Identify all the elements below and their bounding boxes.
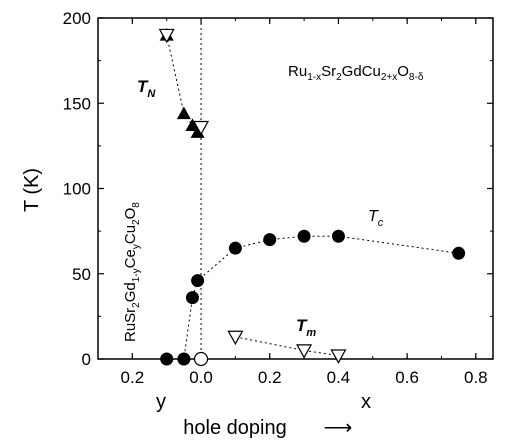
x-tick-label: 0.8 bbox=[464, 368, 488, 387]
x-tick-label: 0.0 bbox=[189, 368, 213, 387]
x-axis-right-label: x bbox=[361, 391, 371, 413]
axis-ticks: 0.2 0.0 0.2 0.4 0.6 0.8 0 50 100 150 200 bbox=[63, 9, 493, 387]
tm-series-label: Tm bbox=[296, 316, 316, 339]
tc-connector bbox=[166, 235, 459, 360]
y-tick-label: 150 bbox=[63, 94, 91, 113]
tn-series-label: TN bbox=[137, 77, 156, 100]
open-triangle-data-point bbox=[330, 349, 347, 364]
tc-data-point bbox=[191, 274, 205, 288]
tc-data-point bbox=[185, 291, 199, 305]
tc-open-data-point bbox=[193, 351, 209, 367]
x-axis-arrow: ⟶ bbox=[324, 417, 353, 439]
y-tick-label: 50 bbox=[72, 265, 91, 284]
y-tick-label: 0 bbox=[82, 350, 91, 369]
tm-connector bbox=[235, 336, 339, 357]
tc-data-point bbox=[331, 229, 345, 243]
x-tick-label: 0.6 bbox=[395, 368, 419, 387]
tc-data-point bbox=[297, 229, 311, 243]
tc-data-point bbox=[160, 352, 174, 366]
left-compound-formula: RuSr2Gd1-yCeyCu2O8 bbox=[122, 202, 142, 342]
x-axis-title: hole doping bbox=[183, 417, 286, 439]
y-tick-label: 200 bbox=[63, 9, 91, 28]
tn-filled-data-point bbox=[185, 118, 200, 132]
open-triangle-data-point bbox=[193, 120, 210, 136]
tc-data-point bbox=[263, 233, 277, 247]
y-tick-label: 100 bbox=[63, 180, 91, 199]
series-markers bbox=[158, 28, 466, 367]
open-triangle-data-point bbox=[227, 330, 244, 346]
tc-data-point bbox=[177, 352, 191, 366]
tc-data-point bbox=[452, 246, 466, 260]
tc-series-label: Tc bbox=[368, 208, 384, 229]
tn-filled-data-point bbox=[176, 106, 191, 120]
x-tick-label: 0.2 bbox=[258, 368, 282, 387]
series-connectors bbox=[166, 34, 459, 360]
right-compound-formula: Ru1-xSr2GdCu2+xO8-δ bbox=[288, 63, 424, 83]
x-tick-label: 0.4 bbox=[327, 368, 351, 387]
open-triangle-data-point bbox=[296, 344, 313, 359]
tc-data-point bbox=[228, 241, 242, 255]
y-axis-title: T (K) bbox=[21, 168, 43, 212]
open-triangle-data-point bbox=[158, 28, 175, 44]
x-axis-left-label: y bbox=[156, 391, 166, 413]
x-tick-label: 0.2 bbox=[121, 368, 145, 387]
tn-connector bbox=[166, 34, 199, 133]
